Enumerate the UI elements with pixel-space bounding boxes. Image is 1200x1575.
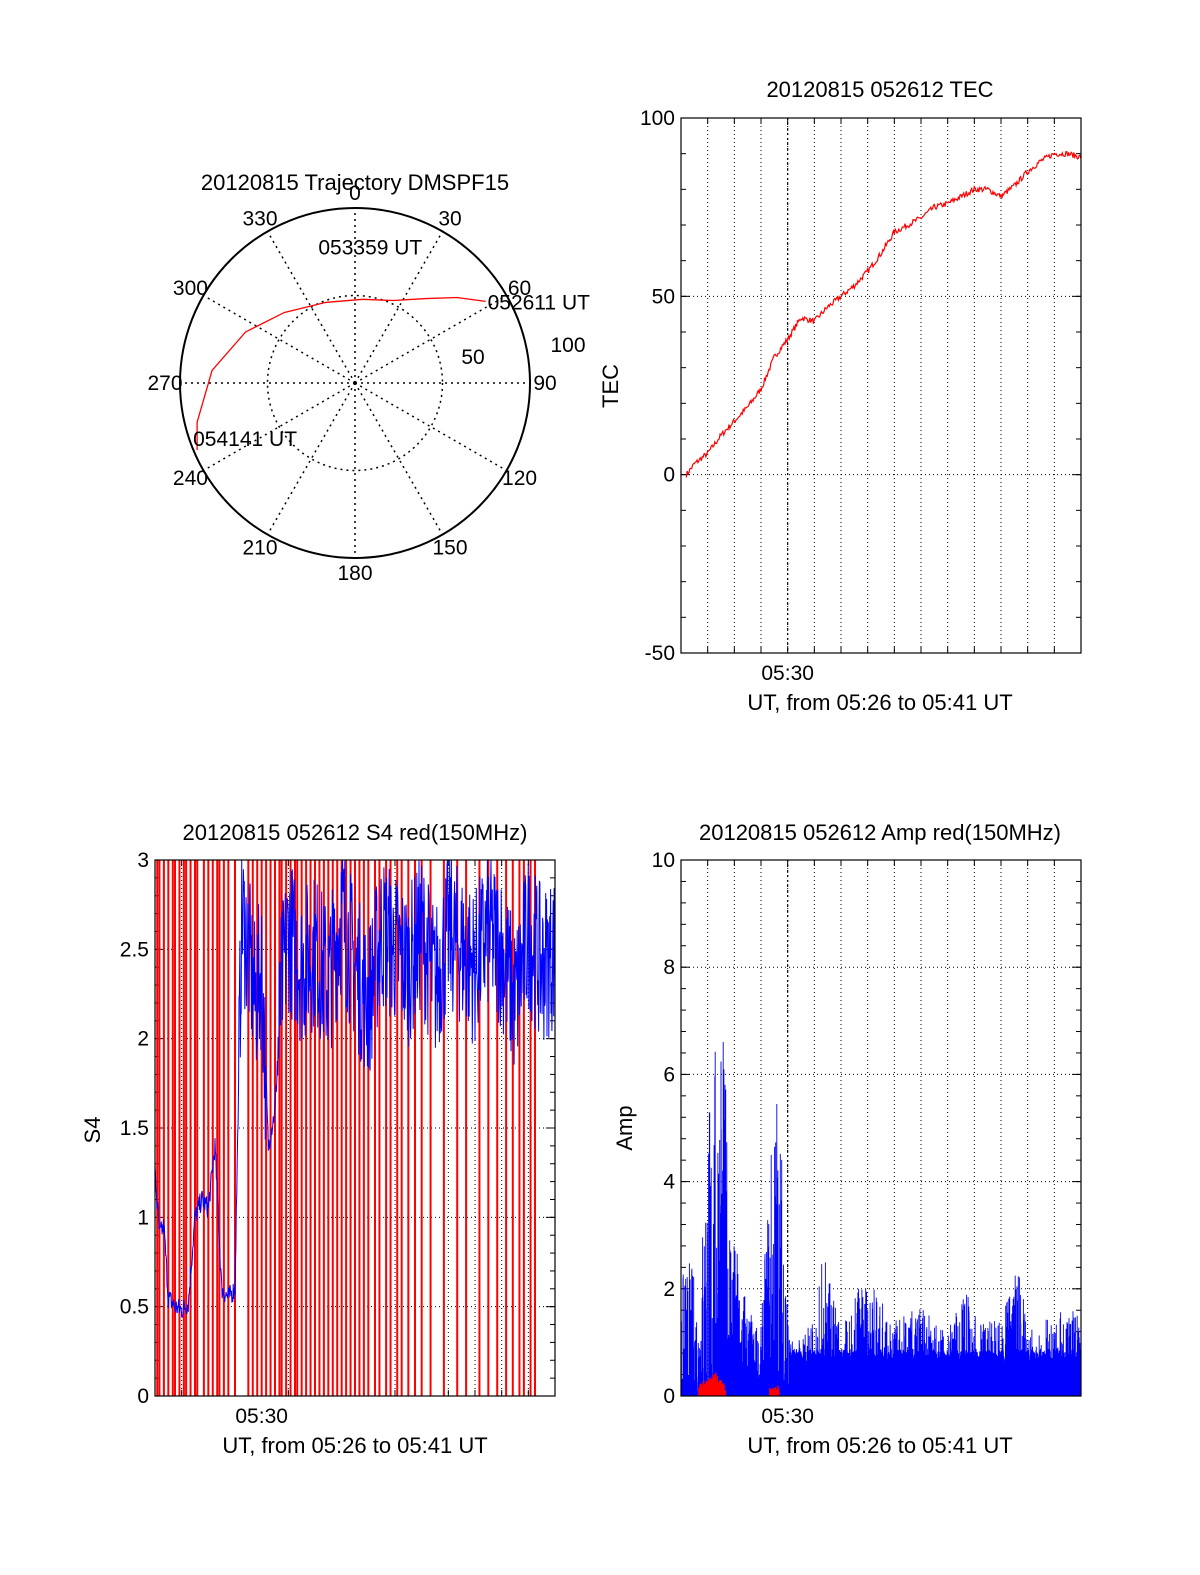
- polar-angle-label: 210: [242, 537, 277, 560]
- amp-xlabel: UT, from 05:26 to 05:41 UT: [747, 1433, 1012, 1458]
- tec-title: 20120815 052612 TEC: [766, 77, 993, 102]
- amp-ytick-label: 2: [663, 1278, 675, 1301]
- amp-ytick-label: 0: [663, 1385, 675, 1408]
- polar-angle-label: 30: [438, 207, 461, 230]
- s4-plot-area: 05:30 0 0.5 1 1.5 2 2.5 3: [120, 849, 556, 1428]
- s4-ytick-label: 1: [137, 1206, 149, 1229]
- polar-angle-label: 60: [508, 277, 531, 300]
- s4-ytick-label: 1.5: [120, 1117, 149, 1140]
- tec-ytick-label: 50: [652, 285, 675, 308]
- polar-spoke: [354, 294, 507, 384]
- polar-angle-label: 150: [432, 537, 467, 560]
- s4-ytick-label: 2.5: [120, 938, 149, 961]
- s4-ytick-label: 0.5: [120, 1296, 149, 1319]
- polar-spoke: [203, 382, 356, 472]
- polar-angle-label: 270: [147, 372, 182, 395]
- amp-axes-box: [680, 859, 1082, 1397]
- s4-blue-line: [154, 859, 556, 1318]
- polar-spoke: [354, 382, 507, 472]
- polar-time-label: 054141 UT: [193, 428, 297, 451]
- polar-spoke: [266, 382, 356, 535]
- polar-angle-label: 0: [349, 182, 361, 205]
- polar-angle-label: 300: [173, 277, 208, 300]
- polar-angle-label: 240: [173, 467, 208, 490]
- amp-panel: 20120815 052612 Amp red(150MHz) 05:30 0 2 4…: [612, 820, 1082, 1458]
- polar-angle-label: 330: [242, 207, 277, 230]
- polar-angle-label: 90: [533, 372, 556, 395]
- s4-ytick-label: 3: [137, 849, 149, 872]
- tec-series-line: [685, 150, 1082, 478]
- tec-ytick-label: 0: [663, 464, 675, 487]
- polar-time-label: 053359 UT: [318, 236, 422, 259]
- polar-angle-label: 180: [337, 562, 372, 585]
- tec-ytick-label: 100: [640, 107, 675, 130]
- polar-time-label: 052611 UT: [488, 291, 591, 314]
- amp-plot-area: 05:30 0 2 4 6 8 10: [652, 849, 1082, 1428]
- polar-spoke: [266, 231, 356, 384]
- tec-xtick-label: 05:30: [761, 662, 814, 685]
- polar-radial-label: 100: [550, 334, 585, 357]
- amp-ytick-label: 6: [663, 1063, 675, 1086]
- polar-trajectory: 052611 UT 053359 UT 054141 UT: [193, 236, 590, 451]
- s4-axes-box: [154, 859, 556, 1397]
- tec-xlabel: UT, from 05:26 to 05:41 UT: [747, 690, 1012, 715]
- amp-title: 20120815 052612 Amp red(150MHz): [699, 820, 1061, 845]
- polar-title: 20120815 Trajectory DMSPF15: [201, 170, 509, 195]
- amp-ylabel: Amp: [612, 1105, 637, 1150]
- amp-xtick-label: 05:30: [761, 1405, 814, 1428]
- s4-title: 20120815 052612 S4 red(150MHz): [183, 820, 528, 845]
- polar-radial-label: 50: [461, 346, 484, 369]
- s4-xtick-label: 05:30: [235, 1405, 288, 1428]
- polar-grid: [179, 207, 531, 559]
- tec-panel: 20120815 052612 TEC 05:30 -50 0 50 100 UT, f…: [598, 77, 1082, 715]
- s4-ytick-label: 0: [137, 1385, 149, 1408]
- polar-trajectory-line: [196, 296, 486, 451]
- polar-inner-circle: [266, 294, 444, 472]
- amp-ytick-label: 8: [663, 956, 675, 979]
- amp-ytick-label: 10: [652, 849, 675, 872]
- tec-plot-area: 05:30 -50 0 50 100: [640, 107, 1082, 685]
- tec-axes-box: [680, 117, 1082, 654]
- s4-ylabel: S4: [80, 1117, 105, 1144]
- s4-ytick-label: 2: [137, 1028, 149, 1051]
- polar-angle-label: 120: [502, 467, 537, 490]
- s4-panel: 20120815 052612 S4 red(150MHz) 05:30 0 0.5…: [80, 820, 556, 1458]
- tec-ylabel: TEC: [598, 364, 623, 408]
- tec-ytick-label: -50: [645, 642, 675, 665]
- s4-xlabel: UT, from 05:26 to 05:41 UT: [222, 1433, 487, 1458]
- amp-ytick-label: 4: [663, 1171, 675, 1194]
- polar-spoke: [203, 294, 356, 384]
- polar-trajectory-panel: 20120815 Trajectory DMSPF15 0 30 60 90 120 15…: [147, 170, 590, 585]
- amp-red-series: [698, 1372, 780, 1396]
- polar-spoke: [354, 382, 444, 535]
- polar-spoke: [354, 231, 444, 384]
- amp-blue-series: [680, 1042, 1082, 1396]
- polar-angle-labels: 0 30 60 90 120 150 180 210 240 270 300 330 50 100: [147, 182, 585, 585]
